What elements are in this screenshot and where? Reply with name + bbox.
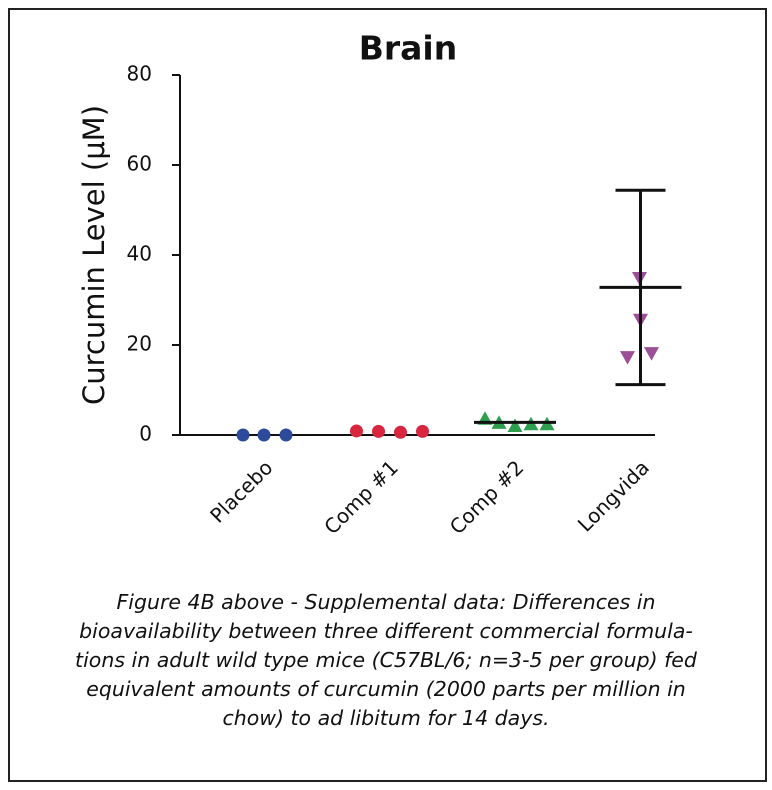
y-tick-label: 20 — [127, 332, 152, 356]
x-tick-label: Placebo — [205, 455, 277, 527]
caption-line: chow) to ad libitum for 14 days. — [222, 706, 550, 730]
data-point — [507, 418, 523, 432]
y-tick-label: 0 — [139, 422, 152, 446]
y-axis-label: Curcumin Level (μM) — [77, 105, 111, 405]
caption: Figure 4B above - Supplemental data: Dif… — [20, 588, 752, 733]
x-tick-label: Comp #1 — [319, 455, 403, 539]
frame — [8, 8, 767, 782]
data-point — [236, 428, 250, 442]
x-tick-label: Comp #2 — [445, 455, 529, 539]
caption-line: bioavailability between three different … — [79, 619, 693, 643]
caption-line: Figure 4B above - Supplemental data: Dif… — [116, 590, 656, 614]
chart: Brain Curcumin Level (μM) 0 20 40 60 80 Place… — [77, 29, 682, 539]
data-point — [257, 428, 271, 442]
y-tick-label: 40 — [127, 242, 152, 266]
data-point — [416, 424, 429, 438]
x-tick-label: Longvida — [573, 455, 654, 536]
data-point — [644, 347, 659, 361]
data-point — [394, 425, 407, 439]
data-point — [279, 428, 293, 442]
chart-title: Brain — [359, 29, 458, 68]
data-point — [350, 424, 363, 438]
caption-line: equivalent amounts of curcumin (2000 par… — [86, 677, 686, 701]
data-point — [620, 351, 635, 365]
data-point — [372, 424, 385, 438]
y-tick-label: 80 — [127, 62, 152, 86]
y-tick-label: 60 — [127, 152, 152, 176]
caption-line: tions in adult wild type mice (C57BL/6; … — [75, 648, 697, 672]
